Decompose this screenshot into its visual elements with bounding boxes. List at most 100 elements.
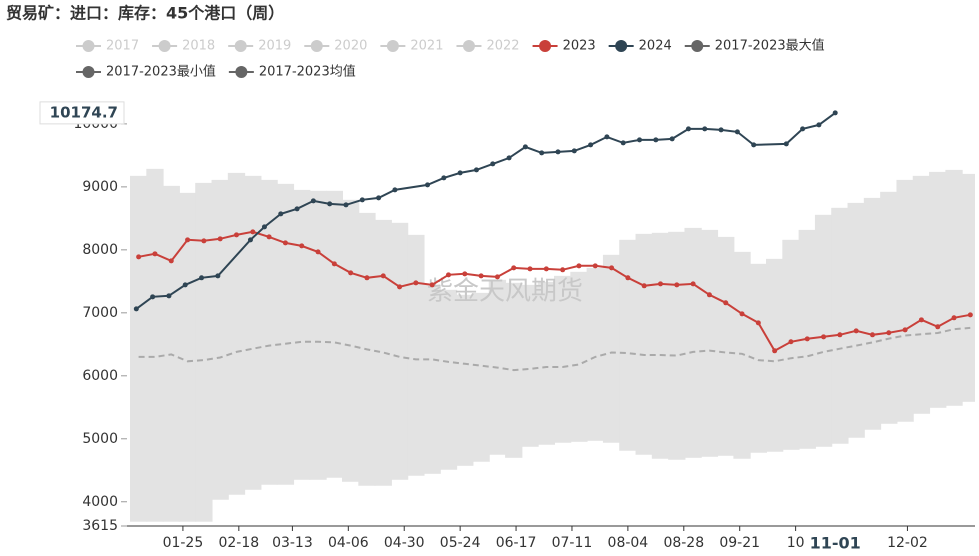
legend-icon (82, 40, 95, 52)
data-point (674, 282, 680, 288)
data-point (294, 206, 300, 212)
x-tick-label: 04-30 (384, 535, 425, 551)
legend-item[interactable]: 2024 (608, 39, 672, 54)
chart-title: 贸易矿：进口：库存：45个港口（周） (6, 4, 284, 23)
data-point (152, 251, 158, 257)
data-point (772, 348, 778, 354)
legend-item[interactable]: 2019 (228, 39, 291, 54)
legend-icon (691, 40, 704, 52)
range-band (439, 289, 458, 470)
data-point (331, 261, 337, 267)
data-point (299, 243, 305, 249)
legend-label: 2018 (182, 39, 215, 54)
data-point (168, 258, 174, 264)
data-point (718, 127, 724, 133)
legend-label: 2019 (258, 39, 291, 54)
range-band (635, 233, 653, 455)
range-band (651, 232, 670, 459)
data-point (804, 336, 810, 342)
y-tick-label: 5000 (82, 431, 118, 447)
data-point (413, 280, 419, 286)
x-tick-label: 02-18 (218, 535, 259, 551)
range-band (211, 179, 229, 500)
legend-item[interactable]: 2017-2023最大值 (684, 38, 825, 54)
data-point (620, 140, 626, 146)
range-band (896, 179, 914, 422)
x-tick-label: 08-04 (608, 535, 649, 551)
range-band (961, 173, 975, 402)
data-point (150, 294, 156, 300)
range-band (668, 231, 686, 460)
data-point (625, 275, 631, 281)
data-point (376, 195, 382, 201)
range-band (863, 197, 882, 430)
data-point (800, 126, 806, 132)
y-tick-label: 4000 (82, 494, 118, 510)
data-point (951, 315, 957, 321)
data-point (821, 334, 827, 340)
legend-item[interactable]: 2022 (456, 39, 520, 54)
x-pointer-label: 11-01 (810, 534, 861, 553)
data-point (380, 273, 386, 279)
data-point (902, 327, 908, 333)
data-point (343, 202, 349, 208)
data-point (734, 129, 740, 135)
data-point (588, 142, 594, 148)
data-point (490, 161, 496, 167)
data-point (185, 237, 191, 243)
data-point (315, 249, 321, 255)
data-point (918, 317, 924, 323)
data-point (136, 254, 142, 260)
range-band (146, 168, 164, 522)
legend-item[interactable]: 2020 (304, 39, 367, 54)
data-point (539, 150, 545, 156)
legend-item[interactable]: 2018 (152, 39, 215, 54)
range-band (700, 229, 719, 457)
range-band (309, 190, 327, 480)
y-tick-label: 6000 (82, 368, 118, 384)
series-line (138, 230, 971, 353)
data-point (199, 275, 205, 281)
x-tick-label: 06-17 (496, 535, 537, 551)
legend-item[interactable]: 2023 (532, 39, 596, 54)
data-point (837, 332, 843, 338)
range-band (602, 254, 621, 443)
legend-icon (462, 40, 475, 52)
data-point (250, 229, 256, 235)
data-point (166, 293, 172, 299)
legend-item[interactable]: 2017 (76, 39, 139, 54)
legend-item[interactable]: 2017-2023均值 (228, 64, 356, 80)
x-tick-label: 10 (787, 535, 805, 551)
data-point (609, 265, 615, 271)
data-point (494, 274, 500, 280)
range-band (619, 239, 637, 451)
y-tick-label: 8000 (82, 242, 118, 258)
y-tick-label: 7000 (82, 305, 118, 321)
data-point (723, 300, 729, 306)
legend-item[interactable]: 2021 (380, 39, 443, 54)
x-tick-label: 12-02 (887, 535, 928, 551)
data-point (282, 240, 288, 246)
data-point (506, 155, 512, 161)
x-pointer-box (807, 532, 864, 556)
legend-label: 2017-2023最小值 (106, 64, 216, 80)
range-band (717, 236, 735, 456)
y-pointer-box (39, 101, 125, 125)
data-point (637, 137, 643, 143)
data-point (571, 148, 577, 154)
x-tick-label: 01-25 (163, 535, 204, 551)
range-band (472, 292, 490, 462)
range-band (456, 294, 474, 466)
data-point (816, 122, 822, 128)
range-band (684, 227, 702, 458)
range-band (276, 183, 295, 485)
data-point (702, 126, 708, 132)
data-point (327, 201, 333, 207)
data-point (751, 142, 757, 148)
legend-item[interactable]: 2017-2023最小值 (76, 64, 216, 80)
x-tick-label: 09-21 (719, 535, 760, 551)
data-point (592, 263, 598, 269)
legend-icon (386, 40, 399, 52)
range-band (129, 175, 148, 522)
